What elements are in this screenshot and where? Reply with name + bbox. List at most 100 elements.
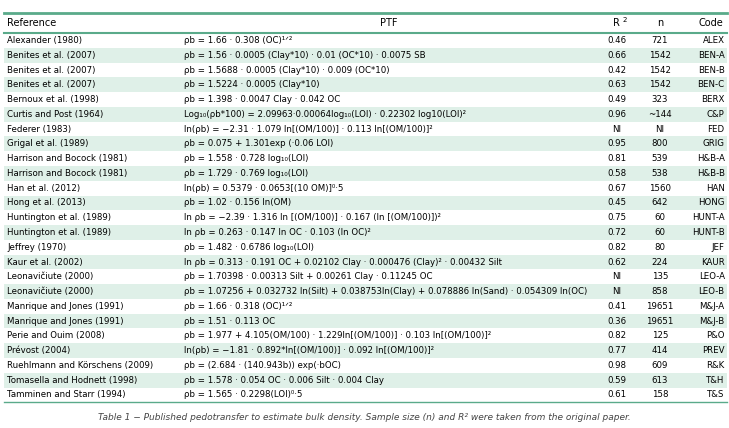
Text: 60: 60 [655, 213, 666, 222]
Text: Leonavičiute (2000): Leonavičiute (2000) [7, 272, 93, 281]
Text: R&K: R&K [706, 361, 725, 370]
Text: ~144: ~144 [648, 110, 672, 119]
Text: 721: 721 [652, 36, 668, 45]
Text: ρb = (2.684 · (140.943b)) exp(·bOC): ρb = (2.684 · (140.943b)) exp(·bOC) [184, 361, 341, 370]
Text: HAN: HAN [706, 184, 725, 193]
Text: 0.82: 0.82 [607, 243, 626, 252]
Text: Tomasella and Hodnett (1998): Tomasella and Hodnett (1998) [7, 376, 138, 385]
Text: Han et al. (2012): Han et al. (2012) [7, 184, 80, 193]
Bar [4, 358, 727, 373]
Text: 800: 800 [652, 140, 668, 149]
Text: Log₁₀(ρb*100) = 2.09963·0.00064log₁₀(LOI) · 0.22302 log10(LOI)²: Log₁₀(ρb*100) = 2.09963·0.00064log₁₀(LOI… [184, 110, 467, 119]
Text: 0.62: 0.62 [607, 258, 626, 267]
Text: 125: 125 [652, 331, 668, 340]
Text: M&J-B: M&J-B [699, 317, 725, 326]
Text: 1542: 1542 [649, 51, 671, 60]
Text: 609: 609 [652, 361, 668, 370]
Text: 539: 539 [652, 154, 668, 163]
Text: Huntington et al. (1989): Huntington et al. (1989) [7, 213, 112, 222]
Text: Benites et al. (2007): Benites et al. (2007) [7, 65, 95, 74]
Text: Tamminen and Starr (1994): Tamminen and Starr (1994) [7, 390, 126, 399]
Text: NI: NI [612, 125, 621, 134]
Text: 0.61: 0.61 [607, 390, 626, 399]
Text: ln(ρb) = −2.31 · 1.079 ln[(OM/100)] · 0.113 ln[(OM/100)]²: ln(ρb) = −2.31 · 1.079 ln[(OM/100)] · 0.… [184, 125, 433, 134]
Text: Leonavičiute (2000): Leonavičiute (2000) [7, 287, 93, 296]
Bar [4, 373, 727, 387]
Text: Grigal et al. (1989): Grigal et al. (1989) [7, 140, 89, 149]
Text: ρb = 1.56 · 0.0005 (Clay*10) · 0.01 (OC*10) · 0.0075 SB: ρb = 1.56 · 0.0005 (Clay*10) · 0.01 (OC*… [184, 51, 426, 60]
Text: Kaur et al. (2002): Kaur et al. (2002) [7, 258, 83, 267]
Text: Table 1 − Published pedotransfer to estimate bulk density. Sample size (n) and R: Table 1 − Published pedotransfer to esti… [98, 413, 631, 422]
Text: 60: 60 [655, 228, 666, 237]
Bar [4, 343, 727, 358]
Text: 1542: 1542 [649, 65, 671, 74]
Text: 0.67: 0.67 [607, 184, 626, 193]
Bar [4, 299, 727, 314]
Text: ρb = 1.565 · 0.2298(LOI)⁰·5: ρb = 1.565 · 0.2298(LOI)⁰·5 [184, 390, 303, 399]
Text: Benites et al. (2007): Benites et al. (2007) [7, 51, 95, 60]
Text: ρb = 1.70398 · 0.00313 Silt + 0.00261 Clay · 0.11245 OC: ρb = 1.70398 · 0.00313 Silt + 0.00261 Cl… [184, 272, 433, 281]
Text: Code: Code [698, 18, 723, 28]
Text: HONG: HONG [698, 199, 725, 208]
Text: R: R [613, 18, 620, 28]
Text: Manrique and Jones (1991): Manrique and Jones (1991) [7, 302, 124, 311]
Text: Reference: Reference [7, 18, 57, 28]
Text: JEF: JEF [712, 243, 725, 252]
Text: Harrison and Bocock (1981): Harrison and Bocock (1981) [7, 154, 128, 163]
Text: PREV: PREV [702, 346, 725, 355]
Text: HUNT-B: HUNT-B [692, 228, 725, 237]
Text: ρb = 1.5688 · 0.0005 (Clay*10) · 0.009 (OC*10): ρb = 1.5688 · 0.0005 (Clay*10) · 0.009 (… [184, 65, 390, 74]
Text: Prévost (2004): Prévost (2004) [7, 346, 71, 355]
Text: ρb = 1.51 · 0.113 OC: ρb = 1.51 · 0.113 OC [184, 317, 276, 326]
Bar [4, 122, 727, 137]
Text: ρb = 1.729 · 0.769 log₁₀(LOI): ρb = 1.729 · 0.769 log₁₀(LOI) [184, 169, 308, 178]
Text: 1560: 1560 [649, 184, 671, 193]
Bar [4, 92, 727, 107]
Text: M&J-A: M&J-A [700, 302, 725, 311]
Bar [4, 77, 727, 92]
Text: T&H: T&H [706, 376, 725, 385]
Text: H&B-B: H&B-B [697, 169, 725, 178]
Text: Huntington et al. (1989): Huntington et al. (1989) [7, 228, 112, 237]
Text: 0.58: 0.58 [607, 169, 626, 178]
Bar [4, 284, 727, 299]
Text: 158: 158 [652, 390, 668, 399]
Text: HUNT-A: HUNT-A [692, 213, 725, 222]
Text: 19651: 19651 [646, 317, 674, 326]
Text: ρb = 0.075 + 1.301exp (·0.06 LOI): ρb = 0.075 + 1.301exp (·0.06 LOI) [184, 140, 334, 149]
Text: ALEX: ALEX [703, 36, 725, 45]
Bar [4, 33, 727, 48]
Bar [4, 210, 727, 225]
Bar [4, 269, 727, 284]
Text: 642: 642 [652, 199, 668, 208]
Text: 0.49: 0.49 [607, 95, 626, 104]
Text: NI: NI [655, 125, 664, 134]
Text: Federer (1983): Federer (1983) [7, 125, 71, 134]
Text: 0.77: 0.77 [607, 346, 626, 355]
Text: FED: FED [708, 125, 725, 134]
Bar [4, 181, 727, 196]
Bar [4, 166, 727, 181]
Text: ln(ρb) = 0.5379 · 0.0653[(10 OM)]⁰·5: ln(ρb) = 0.5379 · 0.0653[(10 OM)]⁰·5 [184, 184, 344, 193]
Text: BEN-B: BEN-B [698, 65, 725, 74]
Text: 0.46: 0.46 [607, 36, 626, 45]
Text: Alexander (1980): Alexander (1980) [7, 36, 82, 45]
Bar [4, 387, 727, 402]
Text: NI: NI [612, 287, 621, 296]
Text: ρb = 1.5224 · 0.0005 (Clay*10): ρb = 1.5224 · 0.0005 (Clay*10) [184, 80, 320, 89]
Text: 613: 613 [652, 376, 668, 385]
Text: 0.96: 0.96 [607, 110, 626, 119]
Text: 2: 2 [623, 17, 627, 23]
Text: 80: 80 [655, 243, 666, 252]
Bar [4, 328, 727, 343]
Text: BEN-C: BEN-C [698, 80, 725, 89]
Text: 538: 538 [652, 169, 668, 178]
Text: 0.81: 0.81 [607, 154, 626, 163]
Bar [4, 314, 727, 328]
Text: ln ρb = 0.313 · 0.191 OC + 0.02102 Clay · 0.000476 (Clay)² · 0.00432 Silt: ln ρb = 0.313 · 0.191 OC + 0.02102 Clay … [184, 258, 502, 267]
Text: P&O: P&O [706, 331, 725, 340]
Text: NI: NI [612, 272, 621, 281]
Text: 19651: 19651 [646, 302, 674, 311]
Text: 0.36: 0.36 [607, 317, 626, 326]
Text: 858: 858 [652, 287, 668, 296]
